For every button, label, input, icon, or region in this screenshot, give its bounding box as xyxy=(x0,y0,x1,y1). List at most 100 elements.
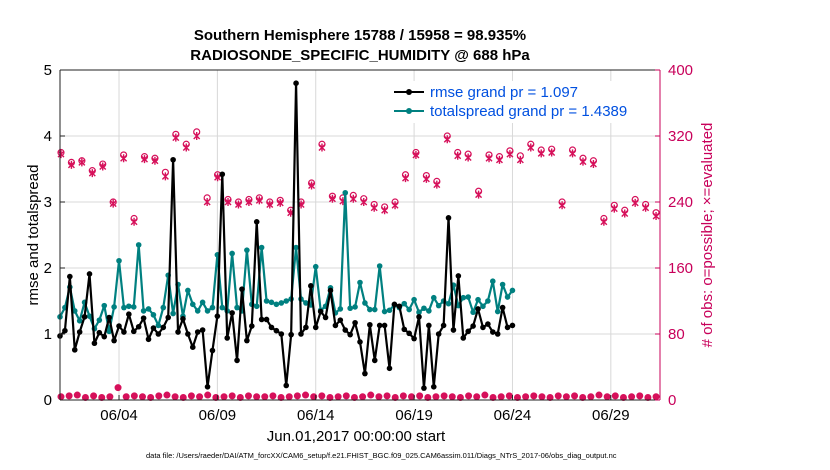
rmse-point xyxy=(135,323,142,330)
obs-evaluated-marker xyxy=(214,173,222,182)
y-left-tick-label: 1 xyxy=(44,326,52,343)
totalspread-point xyxy=(435,302,442,309)
totalspread-point xyxy=(189,301,196,308)
obs-evaluated-marker xyxy=(412,150,420,159)
obs-evaluated-marker xyxy=(308,181,316,190)
totalspread-point xyxy=(268,299,275,306)
totalspread-point xyxy=(303,300,309,306)
totalspread-point xyxy=(253,303,260,310)
obs-near-zero-marker xyxy=(424,394,432,402)
series-layer xyxy=(57,80,660,402)
rmse-point xyxy=(126,311,132,318)
rmse-point xyxy=(209,347,216,354)
rmse-point xyxy=(406,330,412,337)
y-right-tick-label: 160 xyxy=(668,260,693,277)
obs-near-zero-marker xyxy=(171,393,179,401)
rmse-point xyxy=(204,384,211,390)
obs-near-zero-marker xyxy=(163,391,171,399)
y-left-tick-label: 4 xyxy=(44,128,52,145)
totalspread-point xyxy=(258,244,265,251)
totalspread-point xyxy=(416,309,422,316)
obs-near-zero-marker xyxy=(530,392,538,400)
rmse-point xyxy=(426,322,432,329)
rmse-point xyxy=(116,323,122,329)
rmse-point xyxy=(475,306,481,312)
rmse-point xyxy=(194,329,201,335)
rmse-point xyxy=(189,344,196,351)
obs-near-zero-marker xyxy=(489,394,497,402)
rmse-point xyxy=(352,319,358,326)
totalspread-point xyxy=(499,281,506,288)
totalspread-point xyxy=(278,300,285,306)
rmse-point xyxy=(67,273,73,280)
obs-evaluated-marker xyxy=(224,198,232,206)
obs-evaluated-marker xyxy=(600,217,608,226)
totalspread-point xyxy=(509,287,516,294)
rmse-point xyxy=(224,335,231,341)
totalspread-point xyxy=(381,308,388,315)
rmse-point xyxy=(416,314,422,320)
obs-evaluated-marker xyxy=(652,212,660,221)
obs-near-zero-marker xyxy=(179,394,187,402)
totalspread-point xyxy=(283,298,290,304)
totalspread-point xyxy=(367,306,373,313)
obs-evaluated-marker xyxy=(130,217,138,226)
rmse-point xyxy=(111,337,117,344)
rmse-point xyxy=(509,322,516,329)
y-right-tick-label: 80 xyxy=(668,326,685,343)
obs-near-zero-marker xyxy=(350,394,358,402)
obs-near-zero-marker xyxy=(513,394,521,402)
rmse-point xyxy=(489,329,496,335)
totalspread-point xyxy=(465,294,471,300)
obs-evaluated-marker xyxy=(349,194,357,203)
rmse-point xyxy=(430,384,437,390)
totalspread-point xyxy=(76,318,83,324)
obs-near-zero-marker xyxy=(538,393,546,401)
rmse-point xyxy=(396,303,403,310)
obs-near-zero-marker xyxy=(440,392,448,400)
totalspread-point xyxy=(485,298,491,304)
totalspread-point xyxy=(234,304,240,311)
rmse-point xyxy=(140,315,147,321)
obs-near-zero-marker xyxy=(636,392,644,400)
y-left-tick-label: 0 xyxy=(44,392,52,409)
totalspread-point xyxy=(406,306,412,313)
obs-evaluated-marker xyxy=(527,143,535,152)
obs-near-zero-marker xyxy=(228,392,236,400)
rmse-point xyxy=(342,327,349,333)
obs-evaluated-marker xyxy=(57,150,65,159)
obs-evaluated-marker xyxy=(266,200,274,209)
y-axis-label-left: rmse and totalspread xyxy=(25,165,42,306)
totalspread-point xyxy=(352,304,358,310)
legend-spread-marker xyxy=(406,108,412,114)
totalspread-point xyxy=(470,309,476,316)
rmse-point xyxy=(81,314,88,320)
rmse-point xyxy=(411,335,417,342)
rmse-point xyxy=(450,327,457,333)
rmse-point xyxy=(175,329,181,335)
obs-evaluated-marker xyxy=(234,200,242,209)
totalspread-point xyxy=(371,306,378,313)
obs-near-zero-marker xyxy=(253,393,261,401)
y-left-tick-label: 5 xyxy=(44,62,52,79)
rmse-point xyxy=(145,336,152,343)
obs-near-zero-marker xyxy=(448,393,456,401)
rmse-point xyxy=(465,328,471,335)
rmse-point xyxy=(293,80,299,86)
totalspread-point xyxy=(121,304,127,311)
rmse-point xyxy=(362,370,368,377)
totalspread-point xyxy=(357,279,363,286)
rmse-point xyxy=(494,331,501,337)
rmse-point xyxy=(249,323,255,329)
obs-near-zero-marker xyxy=(432,393,440,401)
obs-near-zero-marker xyxy=(155,392,163,400)
rmse-point xyxy=(71,347,78,353)
totalspread-point xyxy=(111,304,117,310)
rmse-point xyxy=(391,301,398,308)
rmse-point xyxy=(455,273,462,279)
obs-evaluated-marker xyxy=(516,155,524,164)
obs-near-zero-marker xyxy=(383,392,391,400)
rmse-point xyxy=(258,316,265,323)
rmse-point xyxy=(170,156,176,163)
